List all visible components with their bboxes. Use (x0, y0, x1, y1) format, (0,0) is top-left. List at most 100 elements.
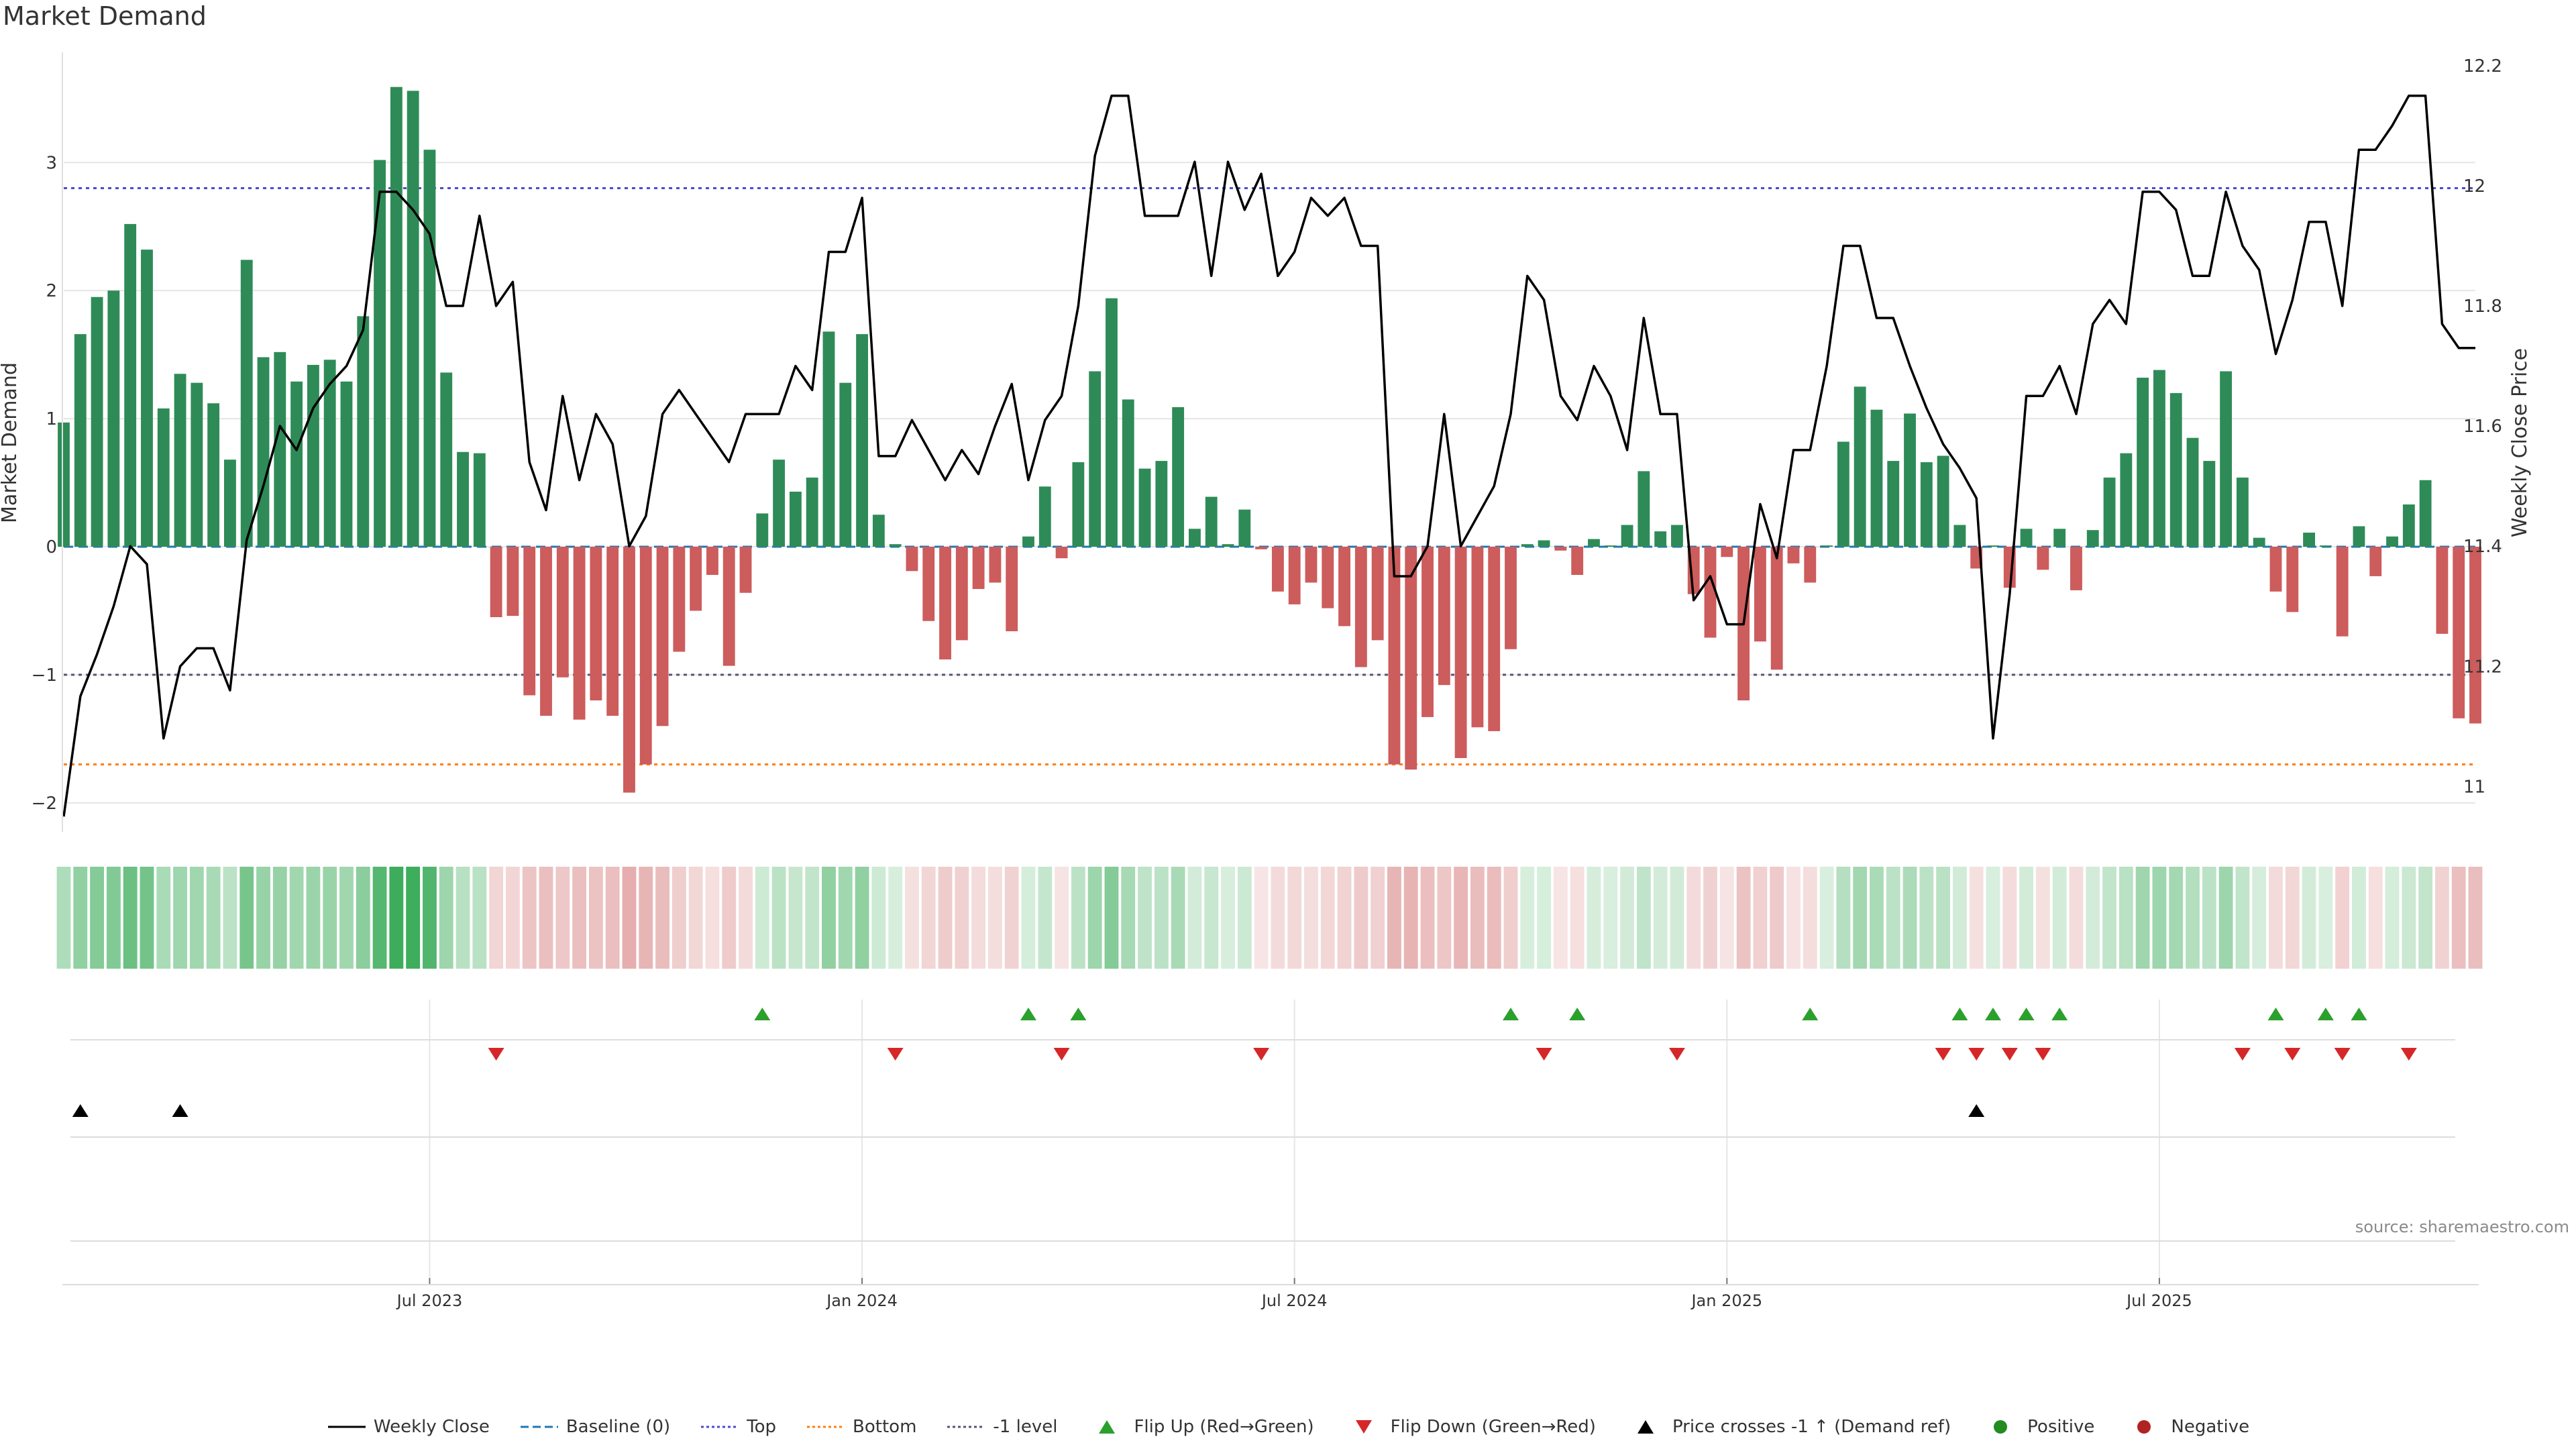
demand-bar-positive (1937, 455, 1949, 547)
heat-cell (1454, 867, 1468, 969)
heat-cell (1953, 867, 1967, 969)
legend-line-icon (327, 1426, 366, 1428)
demand-bar-positive (822, 331, 835, 547)
demand-bar-negative (972, 547, 985, 589)
heat-cell (1304, 867, 1318, 969)
legend-dotted-line-icon (807, 1426, 845, 1428)
heat-cell (2418, 867, 2433, 969)
heat-cell (90, 867, 104, 969)
heat-cell (2302, 867, 2316, 969)
demand-bar-negative (722, 547, 735, 666)
demand-bar-positive (2120, 453, 2133, 547)
legend: Weekly Close Baseline (0) Top Bottom -1 … (0, 1417, 2576, 1437)
legend-baseline: Baseline (0) (519, 1417, 670, 1437)
demand-bar-positive (1222, 544, 1234, 547)
heat-cell (2135, 867, 2150, 969)
flip-down-marker (1968, 1048, 1985, 1061)
demand-bar-negative (1505, 547, 1517, 649)
demand-bar-positive (1904, 413, 1916, 547)
legend-top: Top (700, 1417, 776, 1437)
demand-bar-negative (2436, 547, 2449, 634)
source-label: source: sharemaestro.com (2355, 1218, 2569, 1236)
heat-cell (988, 867, 1002, 969)
demand-bar-positive (1089, 371, 1102, 547)
flip-down-marker (2400, 1048, 2417, 1061)
demand-heat-strip (56, 867, 2483, 969)
heat-cell (206, 867, 221, 969)
demand-bar-positive (1122, 399, 1134, 547)
demand-bar-negative (1438, 547, 1450, 686)
legend-label: Price crosses -1 ↑ (Demand ref) (1672, 1417, 1951, 1437)
heat-cell (1121, 867, 1136, 969)
y-tick-label: −2 (32, 794, 57, 814)
demand-bar-positive (240, 260, 253, 547)
demand-bar-positive (1022, 536, 1034, 547)
heat-cell (622, 867, 637, 969)
demand-bar-positive (340, 381, 353, 547)
y-tick-label: 0 (46, 537, 57, 557)
heat-cell (1254, 867, 1269, 969)
demand-bar-positive (1106, 298, 1118, 547)
demand-bar-positive (473, 453, 486, 547)
flip-down-marker (1668, 1048, 1685, 1061)
heat-cell (1969, 867, 1984, 969)
heat-cell (56, 867, 71, 969)
demand-bar-negative (606, 547, 619, 716)
heat-cell (223, 867, 237, 969)
demand-bar-negative (1371, 547, 1384, 641)
heat-cell (739, 867, 753, 969)
demand-bar-positive (1887, 461, 1900, 547)
x-tick-label: Jul 2023 (396, 1291, 463, 1310)
heat-cell (971, 867, 986, 969)
demand-bar-positive (1038, 486, 1051, 547)
heat-cell (788, 867, 803, 969)
demand-bar-positive (2303, 533, 2315, 547)
heat-cell (1803, 867, 1817, 969)
flip-up-marker (1020, 1008, 1036, 1020)
y-tick-label: 3 (46, 153, 57, 173)
demand-bar-negative (556, 547, 569, 678)
flip-down-marker (1053, 1048, 1070, 1061)
heat-cell (455, 867, 470, 969)
heat-cell (406, 867, 421, 969)
heat-cell (921, 867, 936, 969)
legend-dashed-line-icon (520, 1426, 558, 1428)
heat-cell (822, 867, 836, 969)
demand-bar-negative (1255, 547, 1268, 549)
heat-cell (1271, 867, 1285, 969)
y2-tick-label: 11.2 (2463, 657, 2502, 677)
demand-bar-positive (374, 160, 386, 547)
flip-up-marker (1503, 1008, 1519, 1020)
heat-cell (1320, 867, 1335, 969)
legend-cross: Price crosses -1 ↑ (Demand ref) (1625, 1417, 1951, 1437)
legend-dotted-line-icon (947, 1426, 985, 1428)
y-axis-title: Market Demand (0, 362, 21, 523)
heat-cell (588, 867, 603, 969)
legend-flip-down: Flip Down (Green→Red) (1344, 1417, 1596, 1437)
heat-cell (1836, 867, 1851, 969)
demand-bar-positive (1638, 471, 1650, 547)
demand-bar-positive (756, 513, 769, 547)
flip-up-marker (2267, 1008, 2284, 1020)
circle-icon (2137, 1420, 2151, 1434)
flip-up-marker (754, 1008, 771, 1020)
heat-cell (555, 867, 570, 969)
demand-bar-negative (1454, 547, 1467, 758)
heat-cell (1354, 867, 1368, 969)
heat-cell (1537, 867, 1551, 969)
demand-bar-negative (1471, 547, 1484, 728)
heat-cell (888, 867, 903, 969)
demand-bar-negative (1055, 547, 1068, 559)
demand-bar-positive (773, 460, 786, 547)
heat-cell (1686, 867, 1701, 969)
demand-bar-negative (623, 547, 635, 793)
heat-cell (239, 867, 254, 969)
price-cross-marker (172, 1104, 189, 1117)
heat-cell (1986, 867, 2000, 969)
demand-bar-negative (739, 547, 752, 593)
flip-down-marker (2001, 1048, 2018, 1061)
chart-title: Market Demand (3, 1, 207, 31)
demand-bar-negative (1721, 547, 1733, 557)
demand-bar-positive (2236, 477, 2249, 547)
